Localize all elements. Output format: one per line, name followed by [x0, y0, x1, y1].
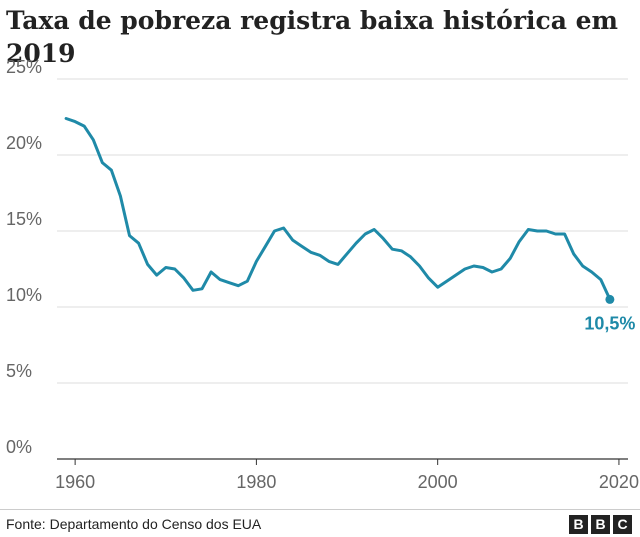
y-tick-label: 25%	[6, 57, 42, 77]
bbc-logo-letter: B	[591, 515, 610, 534]
line-chart: 0% 5% 10% 15% 20% 25% 1960 1980 2000 2020 10,5%	[6, 57, 639, 492]
x-tick-label: 2000	[418, 472, 458, 492]
series-layer: 10,5%	[64, 117, 635, 333]
end-point-marker	[605, 294, 615, 304]
y-tick-label: 0%	[6, 437, 32, 457]
bbc-logo-letter: B	[569, 515, 588, 534]
y-axis-tick-labels: 0% 5% 10% 15% 20% 25%	[6, 57, 42, 457]
x-axis: 1960 1980 2000 2020	[55, 458, 639, 492]
y-tick-label: 10%	[6, 285, 42, 305]
x-tick-label: 1980	[236, 472, 276, 492]
y-tick-label: 5%	[6, 361, 32, 381]
bbc-logo-letter: C	[613, 515, 632, 534]
y-tick-label: 20%	[6, 133, 42, 153]
series-line	[64, 117, 612, 301]
x-tick-label: 2020	[599, 472, 639, 492]
end-value-label: 10,5%	[584, 313, 635, 333]
chart-title: Taxa de pobreza registra baixa histórica…	[6, 6, 618, 68]
x-tick-label: 1960	[55, 472, 95, 492]
bbc-logo: B B C	[569, 515, 632, 534]
y-tick-label: 15%	[6, 209, 42, 229]
source-note: Fonte: Departamento do Censo dos EUA	[6, 516, 262, 532]
footer-divider	[0, 509, 640, 510]
